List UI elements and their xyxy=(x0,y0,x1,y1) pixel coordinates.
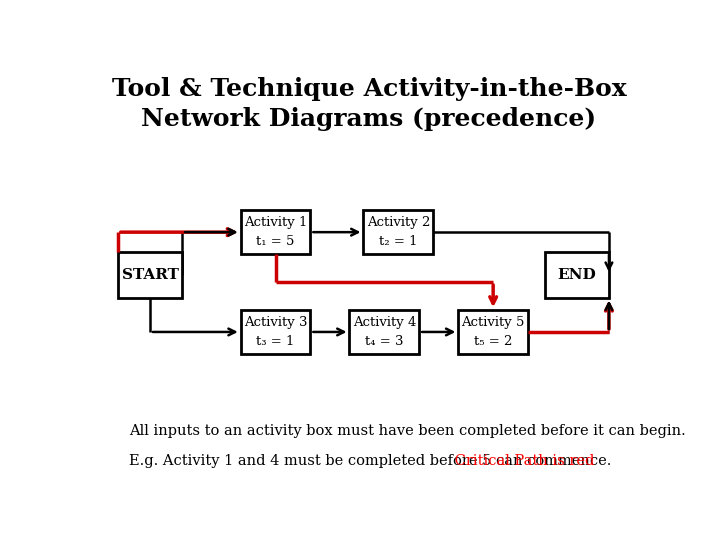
FancyBboxPatch shape xyxy=(545,252,609,298)
Text: Critical Path is red: Critical Path is red xyxy=(450,454,594,468)
FancyBboxPatch shape xyxy=(364,210,433,254)
Text: END: END xyxy=(557,268,596,282)
Text: t₂ = 1: t₂ = 1 xyxy=(379,235,418,248)
FancyBboxPatch shape xyxy=(240,310,310,354)
FancyBboxPatch shape xyxy=(459,310,528,354)
Text: All inputs to an activity box must have been completed before it can begin.: All inputs to an activity box must have … xyxy=(129,424,686,438)
Text: Activity 5: Activity 5 xyxy=(462,316,525,329)
Text: Activity 2: Activity 2 xyxy=(366,216,430,229)
Text: E.g. Activity 1 and 4 must be completed before 5 can commence.: E.g. Activity 1 and 4 must be completed … xyxy=(129,454,611,468)
Text: t₃ = 1: t₃ = 1 xyxy=(256,335,294,348)
Text: START: START xyxy=(122,268,179,282)
Text: Activity 1: Activity 1 xyxy=(244,216,307,229)
FancyBboxPatch shape xyxy=(118,252,182,298)
FancyBboxPatch shape xyxy=(240,210,310,254)
FancyBboxPatch shape xyxy=(349,310,419,354)
Text: t₁ = 5: t₁ = 5 xyxy=(256,235,294,248)
Text: t₅ = 2: t₅ = 2 xyxy=(474,335,513,348)
Text: Activity 3: Activity 3 xyxy=(244,316,307,329)
Text: t₄ = 3: t₄ = 3 xyxy=(365,335,404,348)
Text: Activity 4: Activity 4 xyxy=(353,316,416,329)
Text: Tool & Technique Activity-in-the-Box
Network Diagrams (precedence): Tool & Technique Activity-in-the-Box Net… xyxy=(112,77,626,131)
